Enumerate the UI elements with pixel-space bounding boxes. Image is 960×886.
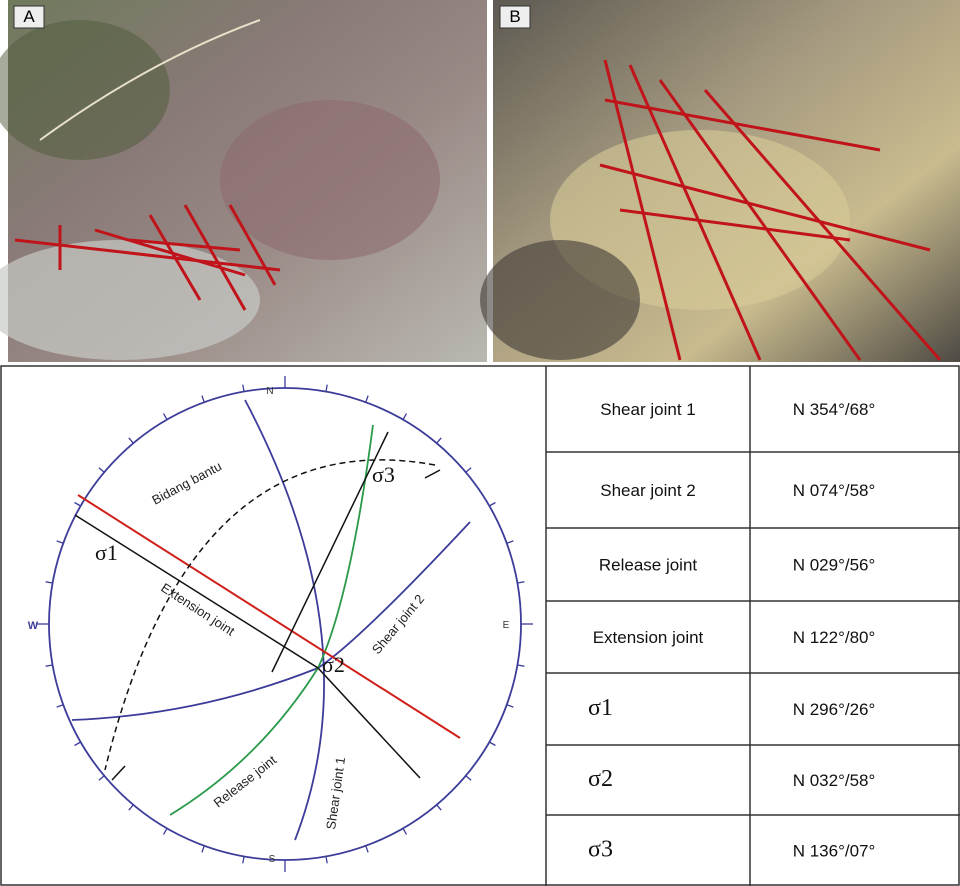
- rim-tick: [365, 395, 369, 403]
- sigma-label: σ3: [372, 462, 395, 487]
- rim-tick: [465, 467, 472, 473]
- rim-tick: [74, 741, 81, 747]
- rim-tick: [517, 581, 525, 584]
- photo-a: A: [0, 0, 487, 362]
- rim-tick: [402, 828, 408, 835]
- table-cell: Extension joint: [593, 628, 704, 647]
- rim-tick: [98, 775, 105, 781]
- rim-tick: [201, 395, 205, 403]
- table-cell: N 074°/58°: [793, 481, 876, 500]
- rim-tick: [45, 664, 53, 667]
- table-cell: Shear joint 2: [600, 481, 695, 500]
- rim-tick: [162, 828, 168, 835]
- table-cell: σ1: [588, 695, 613, 721]
- rim-tick: [128, 437, 134, 444]
- rim-tick: [98, 467, 105, 473]
- rim-tick: [465, 775, 472, 781]
- rim-tick: [45, 581, 53, 584]
- rim-tick: [436, 804, 442, 811]
- rim-tick: [162, 413, 168, 420]
- frame: [0, 365, 960, 886]
- sigma-label: σ2: [322, 652, 345, 677]
- rim-tick: [242, 384, 245, 392]
- rim-tick: [517, 664, 525, 667]
- table: Shear joint 1 N 354°/68° Shear joint 2 N 07…: [545, 366, 960, 886]
- rim-tick: [56, 540, 64, 544]
- rim-tick: [489, 501, 496, 507]
- rim-tick: [201, 845, 205, 853]
- table-cell: N 122°/80°: [793, 628, 876, 647]
- table-cell: N 354°/68°: [793, 400, 876, 419]
- rim-tick: [506, 704, 514, 708]
- photo-b: B: [480, 0, 960, 362]
- rim-tick: [436, 437, 442, 444]
- direction: N: [266, 386, 273, 397]
- rim-tick: [325, 384, 328, 392]
- sigma-label: σ1: [95, 540, 118, 565]
- rim-tick: [402, 413, 408, 420]
- table-cell: N 136°/07°: [793, 842, 876, 861]
- rim-tick: [325, 856, 328, 864]
- table-cell: Shear joint 1: [600, 400, 695, 419]
- rim-tick: [74, 501, 81, 507]
- direction: W: [28, 620, 39, 632]
- table-cell: N 032°/58°: [793, 771, 876, 790]
- direction: S: [269, 854, 276, 865]
- panel-label: B: [509, 7, 520, 26]
- direction: E: [503, 620, 510, 631]
- rim-tick: [56, 704, 64, 708]
- table-cell: σ3: [588, 837, 613, 863]
- rim-tick: [365, 845, 369, 853]
- table-cell: N 296°/26°: [793, 700, 876, 719]
- panel-label: A: [23, 7, 35, 26]
- rim-tick: [489, 741, 496, 747]
- table-cell: N 029°/56°: [793, 556, 876, 575]
- table-cell: Release joint: [599, 556, 698, 575]
- table-cell: σ2: [588, 766, 613, 792]
- rim-tick: [242, 856, 245, 864]
- rim-tick: [506, 540, 514, 544]
- rim-tick: [128, 804, 134, 811]
